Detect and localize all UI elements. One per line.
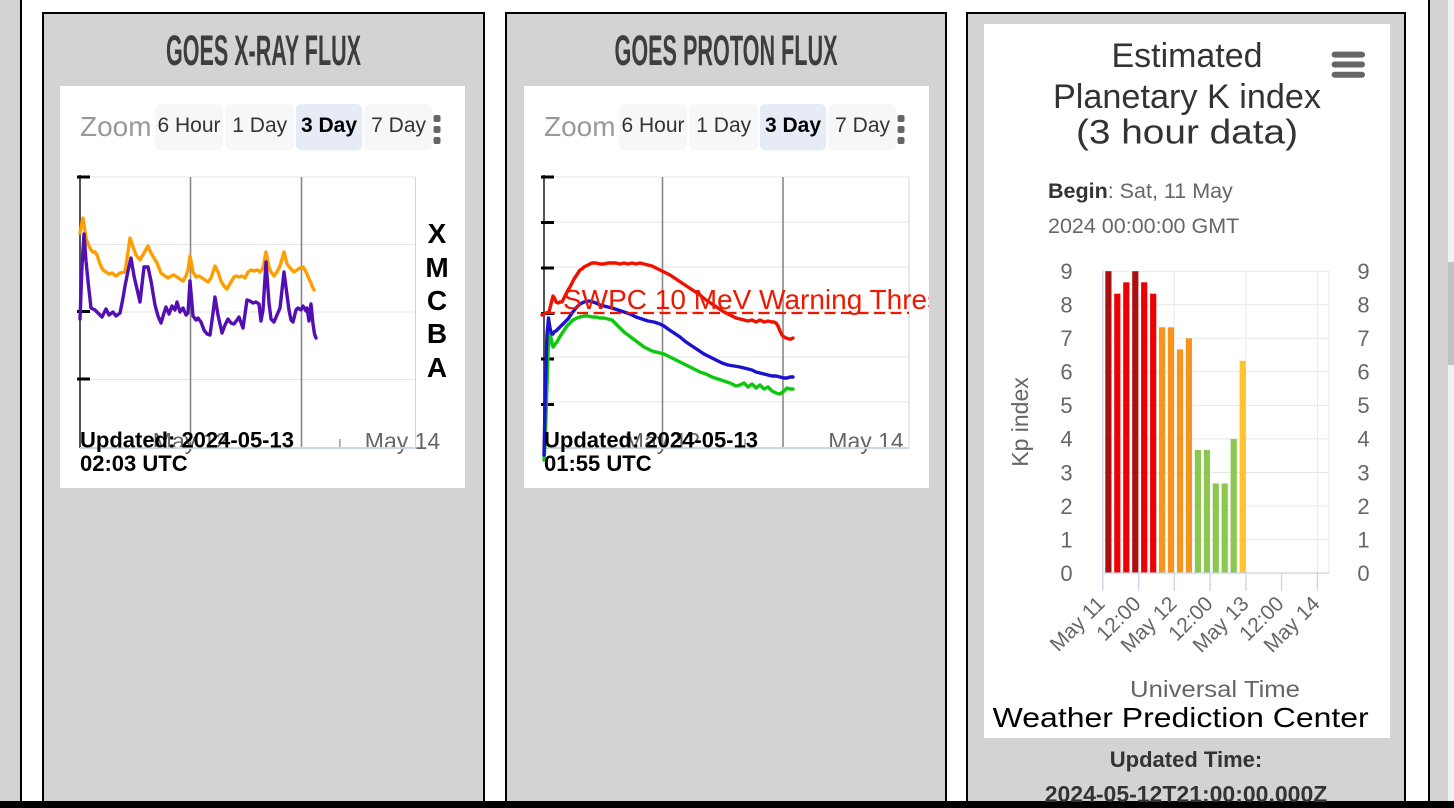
svg-text:B: B <box>427 318 447 349</box>
svg-text:5: 5 <box>1060 393 1072 418</box>
svg-text:May 12: May 12 <box>625 428 700 454</box>
svg-text:Begin: Sat, 11 May: Begin: Sat, 11 May <box>1048 179 1233 203</box>
svg-text:7 Day: 7 Day <box>835 114 890 137</box>
svg-text:8: 8 <box>1060 293 1072 318</box>
svg-text:2: 2 <box>1357 494 1369 519</box>
svg-text:01:55 UTC: 01:55 UTC <box>544 451 652 476</box>
svg-text:Zoom: Zoom <box>80 111 152 142</box>
svg-text:X: X <box>428 218 447 249</box>
svg-text:6: 6 <box>1060 360 1072 385</box>
svg-text:May 14: May 14 <box>365 428 441 454</box>
svg-text:1: 1 <box>1060 527 1072 552</box>
svg-text:3 Day: 3 Day <box>301 114 357 137</box>
svg-text:(3 hour data): (3 hour data) <box>1076 114 1298 152</box>
svg-text:7: 7 <box>1357 326 1369 351</box>
svg-text:Weather Prediction Center: Weather Prediction Center <box>993 702 1369 733</box>
svg-text:6 Hour: 6 Hour <box>157 114 220 137</box>
svg-text:02:03 UTC: 02:03 UTC <box>80 451 188 476</box>
svg-text:0: 0 <box>1357 561 1369 586</box>
svg-text:M: M <box>425 252 448 283</box>
svg-text:7: 7 <box>1060 326 1072 351</box>
svg-text:Zoom: Zoom <box>544 111 616 142</box>
svg-text:4: 4 <box>1357 427 1369 452</box>
svg-text:GOES PROTON FLUX: GOES PROTON FLUX <box>615 28 838 74</box>
svg-text:C: C <box>427 285 447 316</box>
svg-text:1 Day: 1 Day <box>232 114 287 137</box>
svg-text:May 12: May 12 <box>153 428 228 454</box>
svg-text:GOES X-RAY FLUX: GOES X-RAY FLUX <box>166 28 361 74</box>
svg-text:3: 3 <box>1060 460 1072 485</box>
svg-text:6: 6 <box>1357 360 1369 385</box>
svg-text:2024 00:00:00 GMT: 2024 00:00:00 GMT <box>1048 214 1239 238</box>
svg-text:Universal Time: Universal Time <box>1130 676 1300 702</box>
svg-text:Planetary K index: Planetary K index <box>1053 78 1321 116</box>
svg-text:1: 1 <box>1357 527 1369 552</box>
svg-text:3: 3 <box>1357 460 1369 485</box>
svg-text:7 Day: 7 Day <box>371 114 426 137</box>
svg-text:6 Hour: 6 Hour <box>621 114 684 137</box>
svg-text:5: 5 <box>1357 393 1369 418</box>
svg-text:2: 2 <box>1060 494 1072 519</box>
svg-text:3 Day: 3 Day <box>765 114 821 137</box>
svg-text:4: 4 <box>1060 427 1072 452</box>
svg-text:Updated: 2024-05-13: Updated: 2024-05-13 <box>544 428 758 453</box>
svg-text:9: 9 <box>1060 259 1072 284</box>
svg-text:Updated: 2024-05-13: Updated: 2024-05-13 <box>80 428 294 453</box>
svg-text:Estimated: Estimated <box>1112 37 1263 75</box>
svg-text:May 14: May 14 <box>828 428 904 454</box>
svg-text:SWPC 10 MeV Warning Threshold: SWPC 10 MeV Warning Threshold <box>563 284 929 315</box>
svg-text:Kp index: Kp index <box>1007 377 1033 467</box>
svg-text:0: 0 <box>1060 561 1072 586</box>
svg-text:1 Day: 1 Day <box>696 114 751 137</box>
svg-text:A: A <box>427 352 447 383</box>
svg-text:9: 9 <box>1357 259 1369 284</box>
svg-text:8: 8 <box>1357 293 1369 318</box>
